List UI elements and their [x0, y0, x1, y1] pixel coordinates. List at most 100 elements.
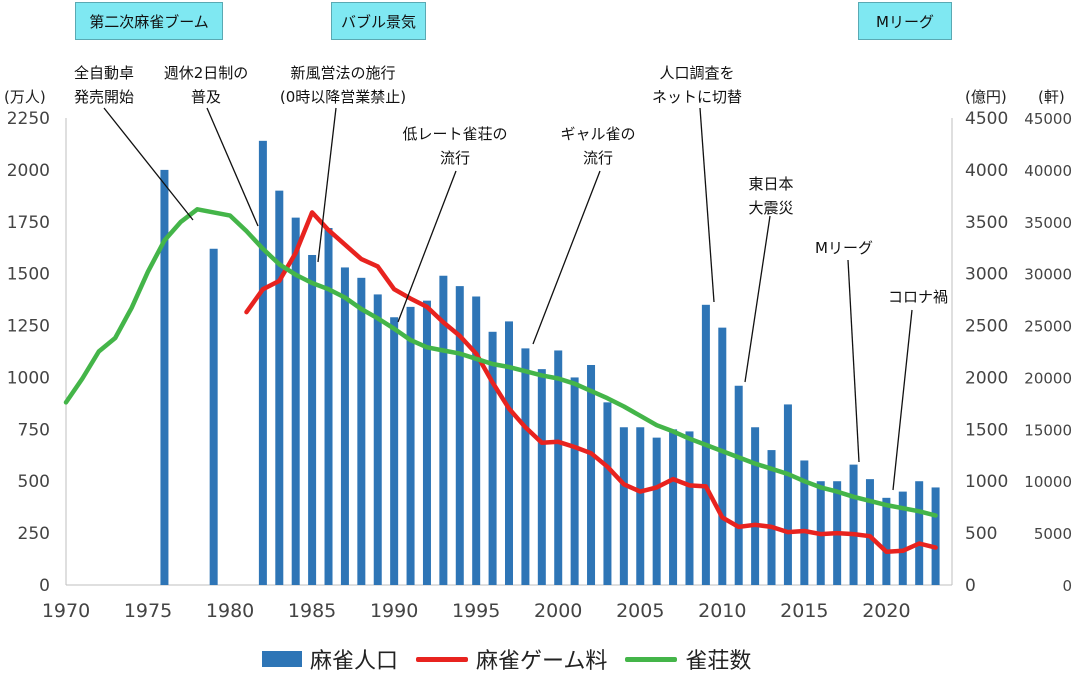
population-bar [275, 190, 284, 585]
game-fee-point [311, 211, 313, 214]
game-fee-point [738, 526, 740, 528]
parlor-count-point [491, 363, 494, 365]
parlor-count-point [557, 377, 559, 380]
parlor-count-point [705, 444, 707, 446]
parlor-count-point [918, 510, 920, 512]
game-fee-point [623, 483, 625, 485]
game-fee-point [524, 426, 527, 428]
game-fee-point [590, 452, 592, 454]
game-fee-point [836, 532, 838, 534]
game-fee-point [803, 530, 805, 532]
annotation-label: コロナ禍 [888, 288, 948, 306]
y-right2-tick-label: 25000 [1024, 318, 1072, 336]
parlor-count-point [508, 366, 510, 368]
parlor-count-point [311, 282, 313, 284]
annotation-leader-line [699, 107, 715, 303]
y-right1-tick-label: 1000 [965, 472, 1008, 492]
game-fee-point [770, 526, 773, 528]
parlor-count-point [869, 500, 871, 502]
x-tick-label: 2005 [616, 600, 664, 622]
population-bar [915, 481, 924, 585]
population-bar [931, 487, 940, 585]
annotation-label: 流行 [583, 149, 613, 167]
legend-swatch-population [262, 651, 302, 667]
game-fee-point [295, 252, 297, 254]
parlor-count-point [770, 468, 773, 470]
y-right2-tick-label: 35000 [1024, 214, 1072, 232]
game-fee-point [459, 335, 461, 337]
parlor-count-point [606, 397, 609, 399]
y-right2-unit-label: (軒) [1038, 88, 1065, 106]
game-fee-point [508, 407, 510, 410]
population-bar [652, 437, 661, 585]
parlor-count-point [344, 296, 346, 299]
annotation-label: 普及 [191, 88, 221, 106]
game-fee-point [688, 484, 691, 486]
era-box-mahjong-boom: 第二次麻雀ブーム [75, 2, 223, 40]
game-fee-point [934, 547, 937, 549]
parlor-count-point [131, 307, 133, 309]
y-left-tick-label: 250 [18, 524, 50, 544]
parlor-count-point [65, 401, 67, 403]
y-right2-tick-label: 15000 [1024, 421, 1072, 439]
parlor-count-point [836, 491, 838, 493]
parlor-count-point [934, 514, 937, 517]
parlor-count-point [885, 504, 887, 506]
x-tick-label: 2000 [534, 600, 582, 622]
x-tick-label: 1995 [452, 600, 500, 622]
parlor-count-point [377, 317, 379, 319]
population-bar [324, 228, 333, 585]
legend-item-parlors: 雀荘数 [625, 643, 751, 675]
population-bar [488, 331, 497, 585]
population-bar [554, 350, 563, 585]
parlor-count-point [196, 208, 198, 210]
y-left-tick-label: 2250 [7, 109, 50, 129]
parlor-count-point [459, 352, 461, 355]
parlor-count-point [81, 377, 84, 380]
y-left-tick-label: 1000 [7, 368, 50, 388]
parlor-count-point [590, 390, 592, 392]
population-bar [603, 402, 612, 585]
parlor-count-point [672, 430, 674, 433]
parlor-count-point [688, 438, 691, 440]
annotation-leader-line [892, 309, 913, 491]
annotation-label: ネットに切替 [652, 88, 742, 106]
annotation-label: 新風営法の施行 [290, 64, 395, 82]
y-left-unit-label: (万人) [4, 88, 46, 106]
game-fee-point [245, 311, 248, 313]
annotation-leader-line [397, 170, 457, 323]
parlor-count-point [623, 405, 625, 408]
annotation-label: 流行 [440, 149, 470, 167]
population-bar [291, 217, 300, 586]
y-right1-tick-label: 500 [965, 524, 997, 544]
y-right1-tick-label: 0 [965, 576, 976, 596]
parlor-count-point [295, 274, 297, 276]
parlor-count-point [902, 507, 904, 509]
game-fee-point [705, 485, 707, 488]
legend-label-population: 麻雀人口 [310, 649, 399, 674]
parlor-count-point [360, 308, 362, 310]
population-bar [718, 327, 727, 585]
game-fee-point [639, 491, 641, 493]
parlor-count-point [541, 374, 543, 376]
x-tick-label: 2010 [698, 600, 746, 622]
game-fee-point [377, 265, 379, 268]
legend-swatch-parlors [625, 656, 678, 662]
trend-lines [63, 207, 938, 555]
parlor-count-point [442, 349, 444, 352]
parlor-count-point [852, 496, 855, 498]
population-bar [472, 296, 481, 585]
parlor-count-point [475, 358, 477, 360]
population-bar [160, 169, 169, 585]
game-fee-point [820, 533, 822, 535]
y-left-tick-label: 2000 [7, 161, 50, 181]
parlor-count-line [63, 207, 938, 518]
parlor-count-point [262, 248, 264, 250]
population-bar [258, 140, 267, 585]
y-left-tick-label: 1250 [7, 317, 50, 337]
game-fee-point [721, 516, 723, 519]
parlor-count-point [409, 339, 412, 341]
game-fee-point [787, 531, 789, 533]
x-tick-label: 2020 [862, 600, 910, 622]
population-bar [537, 369, 546, 585]
